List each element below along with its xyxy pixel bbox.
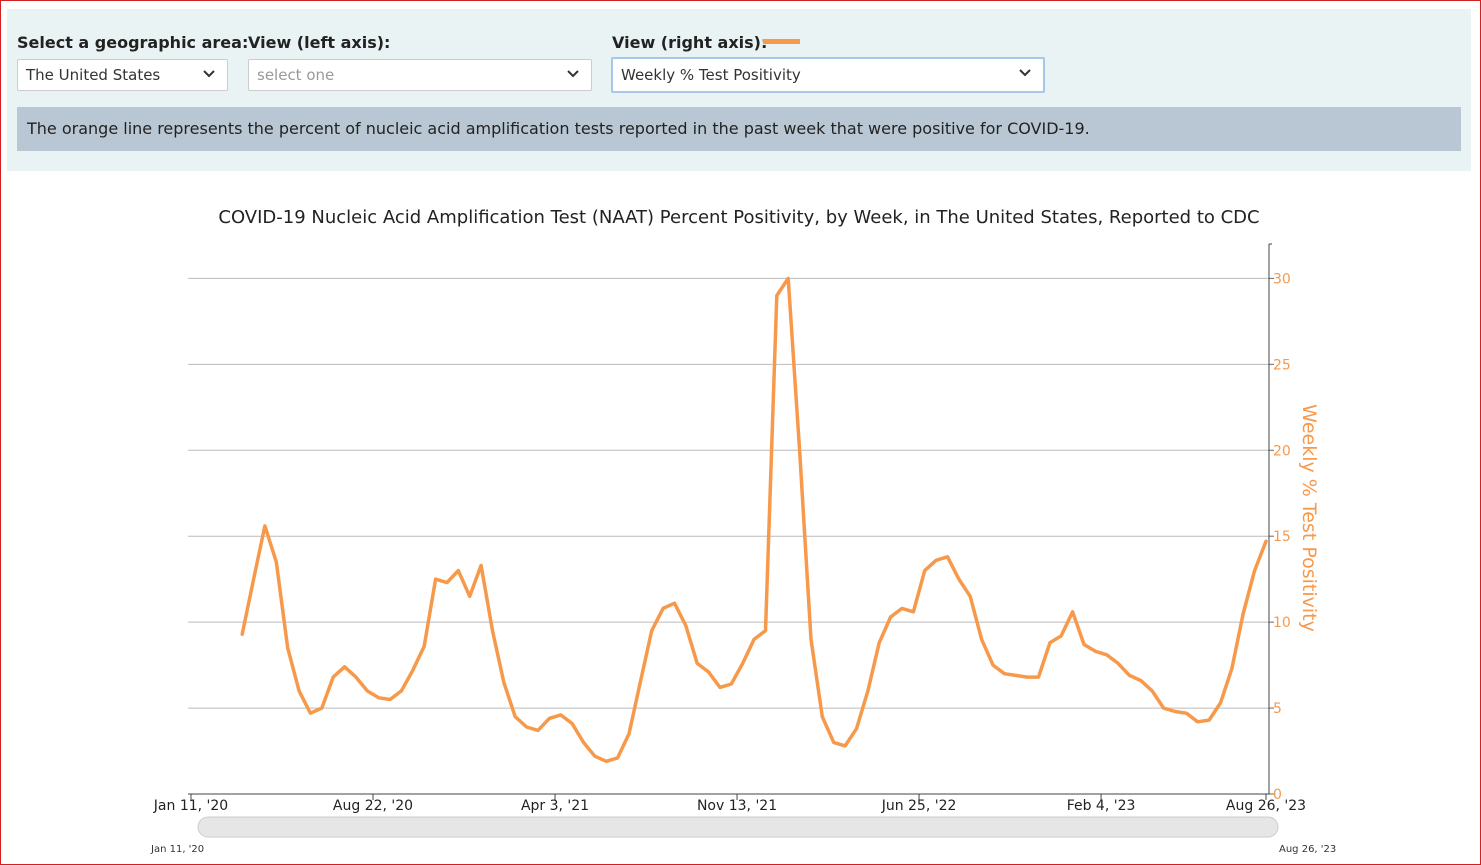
x-tick-label: Aug 22, '20 — [333, 798, 413, 814]
left-value: select one — [257, 66, 335, 84]
legend-swatch — [763, 39, 800, 44]
left-label: View (left axis): — [248, 33, 391, 52]
geo-label: Select a geographic area: — [17, 33, 249, 52]
y2-tick-label: 20 — [1273, 443, 1291, 459]
y2-tick-label: 0 — [1273, 787, 1282, 803]
x-tick-label: Jan 11, '20 — [153, 798, 228, 814]
geo-dropdown[interactable]: The United States — [17, 59, 228, 91]
slider-end: Aug 26, '23 — [1279, 844, 1336, 855]
y2-tick-label: 10 — [1273, 615, 1291, 631]
x-tick-label: Aug 26, '23 — [1226, 798, 1306, 814]
left-dropdown[interactable]: select one — [248, 59, 592, 91]
chevron — [567, 70, 579, 78]
info-bar: The orange line represents the percent o… — [17, 107, 1461, 151]
chevron — [203, 70, 215, 78]
y2-tick-label: 25 — [1273, 357, 1291, 373]
x-tick-label: Nov 13, '21 — [697, 798, 777, 814]
geo-value: The United States — [26, 66, 161, 84]
slider-start: Jan 11, '20 — [150, 844, 204, 855]
chevron — [1019, 69, 1031, 77]
right-label: View (right axis): — [612, 33, 768, 52]
y2-tick-label: 15 — [1273, 529, 1291, 545]
x-tick-label: Feb 4, '23 — [1067, 798, 1136, 814]
chart-title: COVID-19 Nucleic Acid Amplification Test… — [218, 207, 1259, 228]
x-tick-label: Jun 25, '22 — [881, 798, 957, 814]
control-panel: Select a geographic area: View (left axi… — [7, 9, 1471, 171]
right-value: Weekly % Test Positivity — [621, 66, 801, 84]
series-line — [240, 276, 1268, 764]
range-slider[interactable] — [197, 816, 1279, 838]
right-dropdown[interactable]: Weekly % Test Positivity — [611, 57, 1045, 93]
x-tick-label: Apr 3, '21 — [521, 798, 589, 814]
y2-axis-title: Weekly % Test Positivity — [1298, 404, 1320, 632]
y2-tick-label: 5 — [1273, 701, 1282, 717]
y2-tick-label: 30 — [1273, 271, 1291, 287]
